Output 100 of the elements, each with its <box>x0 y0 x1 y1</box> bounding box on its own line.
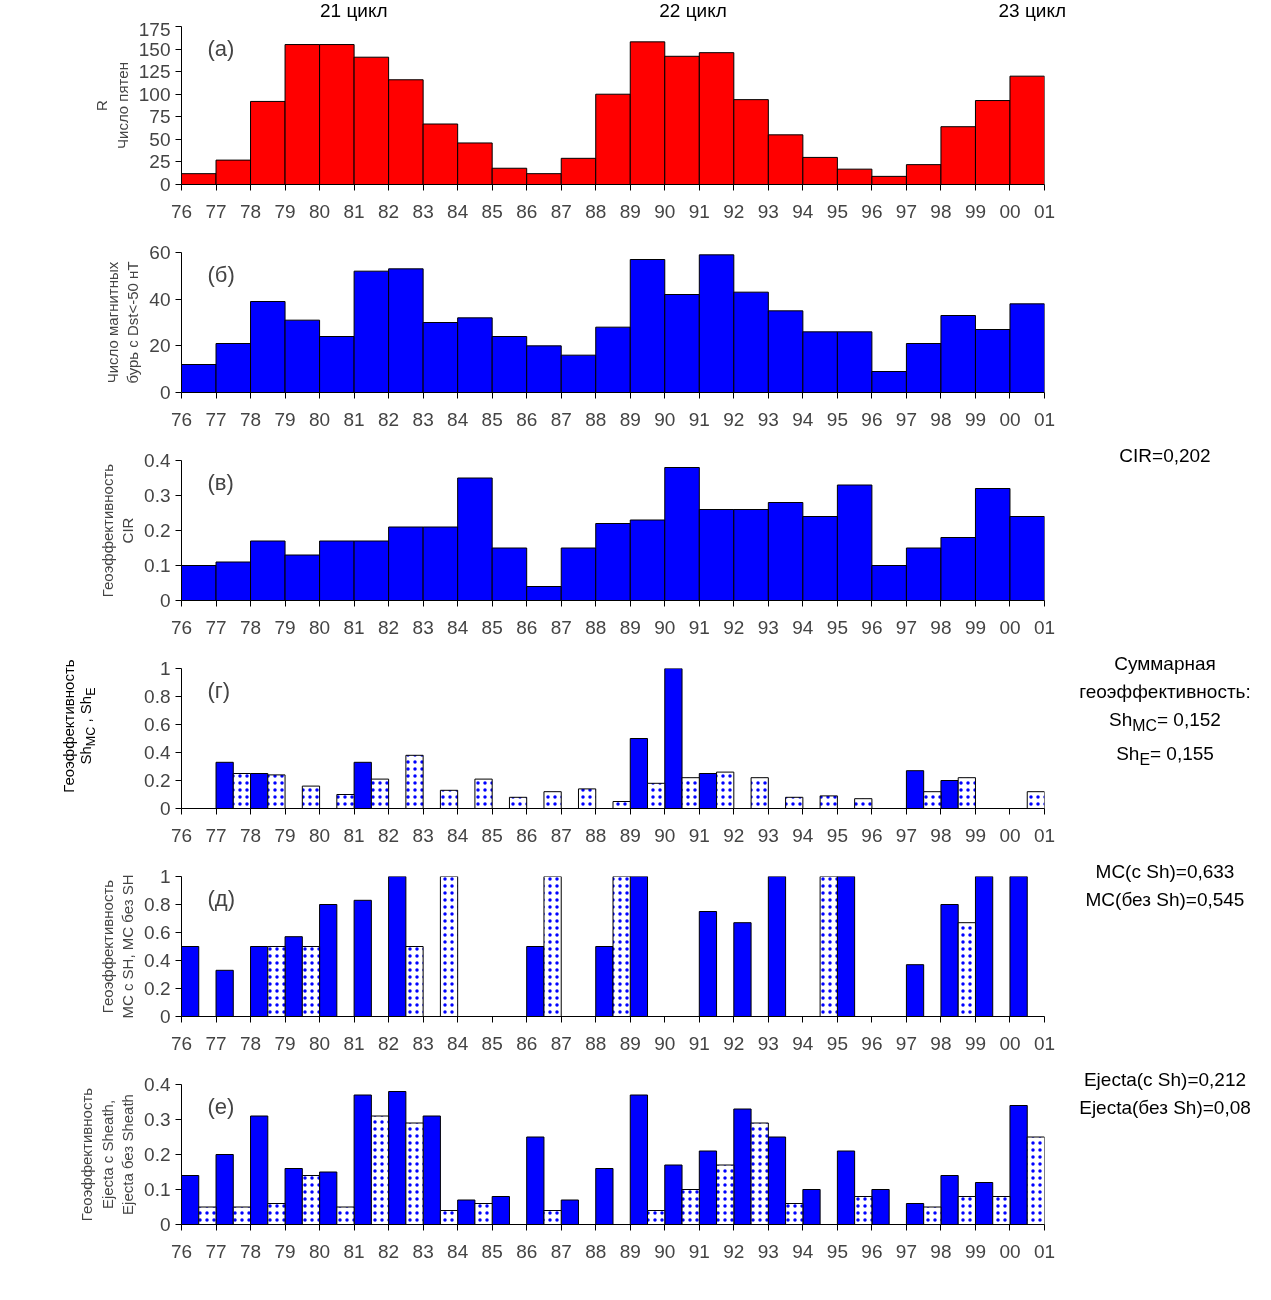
x-tick-label: 98 <box>930 200 952 222</box>
x-tick-label: 76 <box>170 200 193 222</box>
x-tick-label: 93 <box>757 824 779 846</box>
y-tick-label: 0.3 <box>144 1109 171 1130</box>
x-tick-label: 86 <box>516 408 538 430</box>
x-tick-label: 88 <box>585 200 607 222</box>
y-tick-label: 0.1 <box>144 555 171 576</box>
x-tick-label: 90 <box>654 1240 676 1262</box>
x-tick-label: 98 <box>930 824 952 846</box>
y-tick-label: 0 <box>159 1006 171 1027</box>
text: Sh$_{MC}$= 0,152 <box>1109 709 1221 734</box>
x-tick-label: 77 <box>205 408 227 430</box>
x-tick-label: 87 <box>550 200 572 222</box>
x-tick-label: 80 <box>309 408 331 430</box>
x-tick-label: 87 <box>550 1032 572 1054</box>
x-tick-label: 91 <box>688 1240 710 1262</box>
y-tick-label: 0.8 <box>144 686 171 707</box>
y-tick-label: 0.4 <box>144 450 171 471</box>
x-tick-label: 82 <box>378 1240 400 1262</box>
x-tick-label: 78 <box>239 408 262 430</box>
x-tick-label: 77 <box>205 1240 227 1262</box>
x-tick-label: 86 <box>516 616 538 638</box>
x-tick-label: 84 <box>447 1240 469 1262</box>
x-tick-label: 97 <box>895 1240 917 1262</box>
x-tick-label: 80 <box>309 824 331 846</box>
x-tick-label: 98 <box>930 1240 952 1262</box>
x-tick-label: 01 <box>1033 408 1056 430</box>
x-tick-label: 80 <box>309 616 331 638</box>
x-tick-label: 80 <box>309 200 331 222</box>
x-tick-label: 00 <box>999 1032 1021 1054</box>
x-tick-label: 97 <box>895 616 917 638</box>
y-tick-label: 0.6 <box>144 714 171 735</box>
x-tick-label: 81 <box>343 824 365 846</box>
x-tick-label: 82 <box>378 1032 400 1054</box>
x-tick-label: 93 <box>757 1240 779 1262</box>
x-tick-label: 83 <box>412 1032 434 1054</box>
text: 23 цикл <box>998 0 1066 22</box>
x-tick-label: 88 <box>585 824 607 846</box>
x-tick-label: 81 <box>343 408 365 430</box>
x-tick-label: 78 <box>239 824 262 846</box>
x-tick-label: 97 <box>895 824 917 846</box>
x-tick-label: 94 <box>792 824 814 846</box>
x-tick-label: 85 <box>481 824 503 846</box>
x-tick-label: 88 <box>585 408 607 430</box>
y-tick-label: 0.2 <box>144 520 171 541</box>
x-tick-label: 84 <box>447 616 469 638</box>
x-tick-label: 76 <box>170 1032 193 1054</box>
x-tick-label: 93 <box>757 1032 779 1054</box>
x-tick-label: 76 <box>170 1240 193 1262</box>
x-tick-label: 79 <box>274 200 296 222</box>
x-tick-label: 77 <box>205 824 227 846</box>
x-tick-label: 88 <box>585 1240 607 1262</box>
x-tick-label: 87 <box>550 1240 572 1262</box>
x-tick-label: 92 <box>723 408 745 430</box>
x-tick-label: 87 <box>550 824 572 846</box>
x-tick-label: 79 <box>274 408 296 430</box>
x-tick-label: 91 <box>688 616 710 638</box>
x-tick-label: 98 <box>930 1032 952 1054</box>
x-tick-label: 80 <box>309 1240 331 1262</box>
y-tick-label: 0 <box>159 174 171 195</box>
y-tick-label: 0 <box>159 590 171 611</box>
y-tick-label: 0 <box>159 798 171 819</box>
x-tick-label: 00 <box>999 1240 1021 1262</box>
x-tick-label: 92 <box>723 616 745 638</box>
x-tick-label: 89 <box>619 200 641 222</box>
annotation: (г) <box>207 677 231 703</box>
annotation: (д) <box>207 885 235 911</box>
x-tick-label: 76 <box>170 616 193 638</box>
x-tick-label: 93 <box>757 408 779 430</box>
y-tick-label: 0 <box>159 382 171 403</box>
x-tick-label: 81 <box>343 1032 365 1054</box>
text: Ejecta(с Sh)=0,212 <box>1083 1069 1247 1090</box>
x-tick-label: 00 <box>999 616 1021 638</box>
x-tick-label: 85 <box>481 616 503 638</box>
x-tick-label: 84 <box>447 824 469 846</box>
x-tick-label: 95 <box>826 616 848 638</box>
x-tick-label: 95 <box>826 824 848 846</box>
x-tick-label: 01 <box>1033 824 1056 846</box>
x-tick-label: 94 <box>792 408 814 430</box>
x-tick-label: 97 <box>895 1032 917 1054</box>
y-tick-label: 0.2 <box>144 978 171 999</box>
x-tick-label: 86 <box>516 1240 538 1262</box>
x-tick-label: 96 <box>861 408 883 430</box>
y-tick-label: 0.4 <box>144 950 171 971</box>
x-tick-label: 81 <box>343 1240 365 1262</box>
x-tick-label: 91 <box>688 200 710 222</box>
x-tick-label: 97 <box>895 408 917 430</box>
x-tick-label: 99 <box>964 616 987 638</box>
x-tick-label: 85 <box>481 1240 503 1262</box>
text: 21 цикл <box>320 0 388 22</box>
text: Sh$_{E}$= 0,155 <box>1116 742 1214 768</box>
y-tick-label: 20 <box>149 335 171 357</box>
x-tick-label: 89 <box>619 408 641 430</box>
x-tick-label: 89 <box>619 1032 641 1054</box>
x-tick-label: 00 <box>999 408 1021 430</box>
x-tick-label: 76 <box>170 408 193 430</box>
x-tick-label: 90 <box>654 200 676 222</box>
y-tick-label: 0.2 <box>144 770 171 791</box>
y-axis-title: Геоэффективность MC с SH, MC без SH <box>98 874 137 1019</box>
x-tick-label: 83 <box>412 824 434 846</box>
